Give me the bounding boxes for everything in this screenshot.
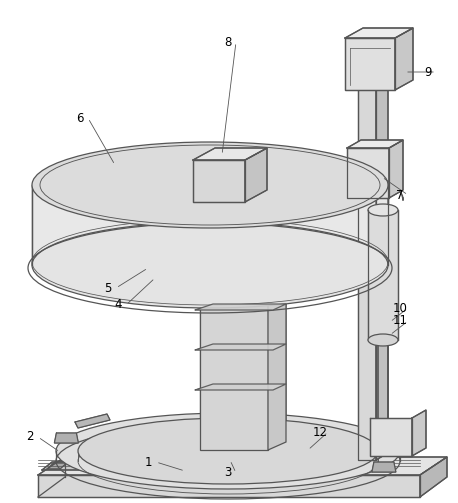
Ellipse shape [82, 420, 374, 482]
Polygon shape [368, 210, 398, 340]
Polygon shape [412, 410, 426, 456]
Text: 3: 3 [224, 466, 232, 479]
Polygon shape [42, 462, 100, 470]
Ellipse shape [32, 222, 388, 308]
Polygon shape [195, 384, 286, 390]
Text: 8: 8 [224, 36, 232, 48]
Polygon shape [195, 344, 286, 350]
Polygon shape [200, 260, 268, 450]
Polygon shape [32, 185, 388, 265]
Polygon shape [193, 160, 245, 202]
Polygon shape [195, 304, 286, 310]
Polygon shape [55, 433, 78, 443]
Polygon shape [345, 38, 395, 90]
Text: 5: 5 [104, 282, 112, 294]
Polygon shape [370, 418, 412, 456]
Polygon shape [345, 28, 413, 38]
Polygon shape [75, 414, 110, 428]
Polygon shape [389, 140, 403, 198]
Polygon shape [347, 148, 389, 198]
Polygon shape [38, 475, 420, 497]
Text: 4: 4 [114, 298, 122, 311]
Polygon shape [372, 462, 396, 472]
Text: 9: 9 [424, 65, 432, 78]
Polygon shape [38, 457, 447, 475]
Polygon shape [376, 55, 388, 460]
Ellipse shape [78, 418, 378, 484]
Ellipse shape [368, 334, 398, 346]
Text: 12: 12 [312, 426, 327, 439]
Polygon shape [358, 62, 376, 460]
Ellipse shape [368, 204, 398, 216]
Polygon shape [245, 148, 267, 202]
Polygon shape [347, 140, 403, 148]
Polygon shape [200, 252, 286, 260]
Text: 11: 11 [393, 314, 408, 327]
Polygon shape [47, 462, 68, 469]
Polygon shape [395, 28, 413, 90]
Text: 7: 7 [396, 189, 404, 202]
Polygon shape [193, 148, 267, 160]
Ellipse shape [32, 142, 388, 228]
Polygon shape [420, 457, 447, 497]
Text: 6: 6 [76, 112, 84, 125]
Ellipse shape [56, 413, 400, 489]
Polygon shape [268, 252, 286, 450]
Text: 1: 1 [144, 456, 152, 468]
Text: 10: 10 [393, 301, 408, 314]
Text: 2: 2 [26, 431, 34, 444]
